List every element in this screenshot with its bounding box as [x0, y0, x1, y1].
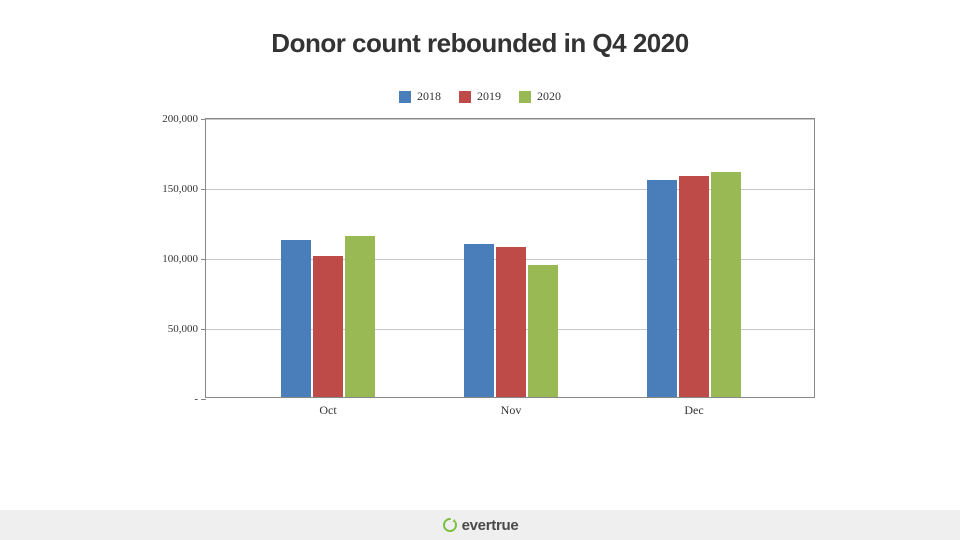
bar-2020-Oct: [345, 236, 375, 397]
legend-item-2018: 2018: [399, 89, 441, 104]
xtick-label: Nov: [501, 397, 522, 418]
xtick-label: Oct: [319, 397, 336, 418]
legend-swatch: [519, 91, 531, 103]
legend-item-2020: 2020: [519, 89, 561, 104]
bar-2020-Nov: [528, 265, 558, 397]
gridline: [206, 119, 814, 120]
page-title: Donor count rebounded in Q4 2020: [0, 0, 960, 59]
ytick-label: 150,000: [162, 183, 206, 195]
plot-area: -50,000100,000150,000200,000OctNovDec: [205, 118, 815, 398]
chart-container: 201820192020 -50,000100,000150,000200,00…: [0, 59, 960, 510]
ytick-label: 200,000: [162, 113, 206, 125]
ytick-label: 50,000: [168, 323, 206, 335]
bar-chart: 201820192020 -50,000100,000150,000200,00…: [145, 89, 815, 422]
footer-bar: evertrue: [0, 510, 960, 540]
bar-2018-Nov: [464, 244, 494, 397]
ytick-label: -: [194, 393, 206, 405]
bar-2018-Dec: [647, 180, 677, 397]
chart-plot: -50,000100,000150,000200,000OctNovDec: [145, 118, 815, 422]
bar-2018-Oct: [281, 240, 311, 397]
bar-2019-Dec: [679, 176, 709, 397]
legend-label: 2020: [537, 89, 561, 104]
evertrue-logo-icon: [442, 517, 458, 533]
footer-brand-text: evertrue: [462, 517, 519, 534]
legend-swatch: [399, 91, 411, 103]
bar-2019-Nov: [496, 247, 526, 397]
legend-label: 2019: [477, 89, 501, 104]
bar-2019-Oct: [313, 256, 343, 397]
legend-item-2019: 2019: [459, 89, 501, 104]
chart-legend: 2018 2019 2020: [145, 89, 815, 104]
xtick-label: Dec: [684, 397, 703, 418]
ytick-label: 100,000: [162, 253, 206, 265]
legend-swatch: [459, 91, 471, 103]
slide: Donor count rebounded in Q4 2020 2018201…: [0, 0, 960, 540]
legend-label: 2018: [417, 89, 441, 104]
bar-2020-Dec: [711, 172, 741, 397]
